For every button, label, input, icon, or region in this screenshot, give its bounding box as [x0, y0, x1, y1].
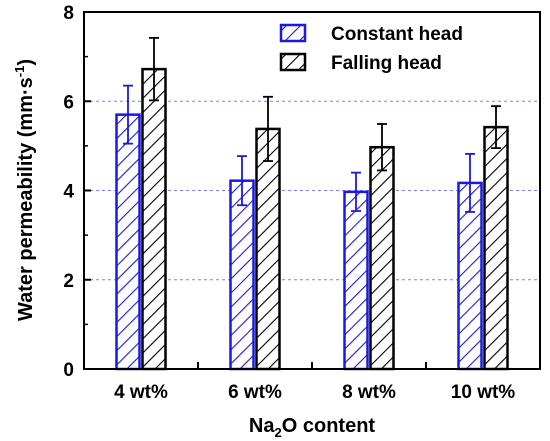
x-axis-title: Na2O content — [249, 415, 375, 440]
y-tick-label: 0 — [63, 360, 74, 381]
legend: Constant head Falling head — [279, 23, 463, 74]
bar — [343, 190, 369, 371]
y-tick-label: 4 — [63, 182, 74, 203]
x-tick-label: 6 wt% — [228, 382, 282, 403]
bar — [141, 67, 167, 371]
y-axis-title: Water permeability (mm·s-1) — [12, 59, 37, 321]
bar — [229, 179, 255, 371]
legend-swatch-falling-head — [279, 52, 307, 72]
bar — [115, 113, 141, 371]
y-tick-label: 2 — [63, 271, 74, 292]
bars — [115, 36, 509, 371]
legend-swatch-constant-head — [279, 23, 307, 43]
x-tick-label: 4 wt% — [114, 382, 168, 403]
legend-label-falling-head: Falling head — [331, 53, 442, 74]
x-tick-label: 8 wt% — [342, 382, 396, 403]
legend-label-constant-head: Constant head — [331, 24, 463, 45]
bar — [483, 125, 509, 371]
x-tick-label: 10 wt% — [451, 382, 516, 403]
bar — [255, 127, 281, 371]
axes: 0 2 4 6 8 4 wt% 6 wt% 8 wt% 10 wt% — [63, 3, 515, 403]
y-tick-label: 8 — [63, 3, 74, 24]
y-tick-label: 6 — [63, 92, 74, 113]
bar — [369, 145, 395, 371]
